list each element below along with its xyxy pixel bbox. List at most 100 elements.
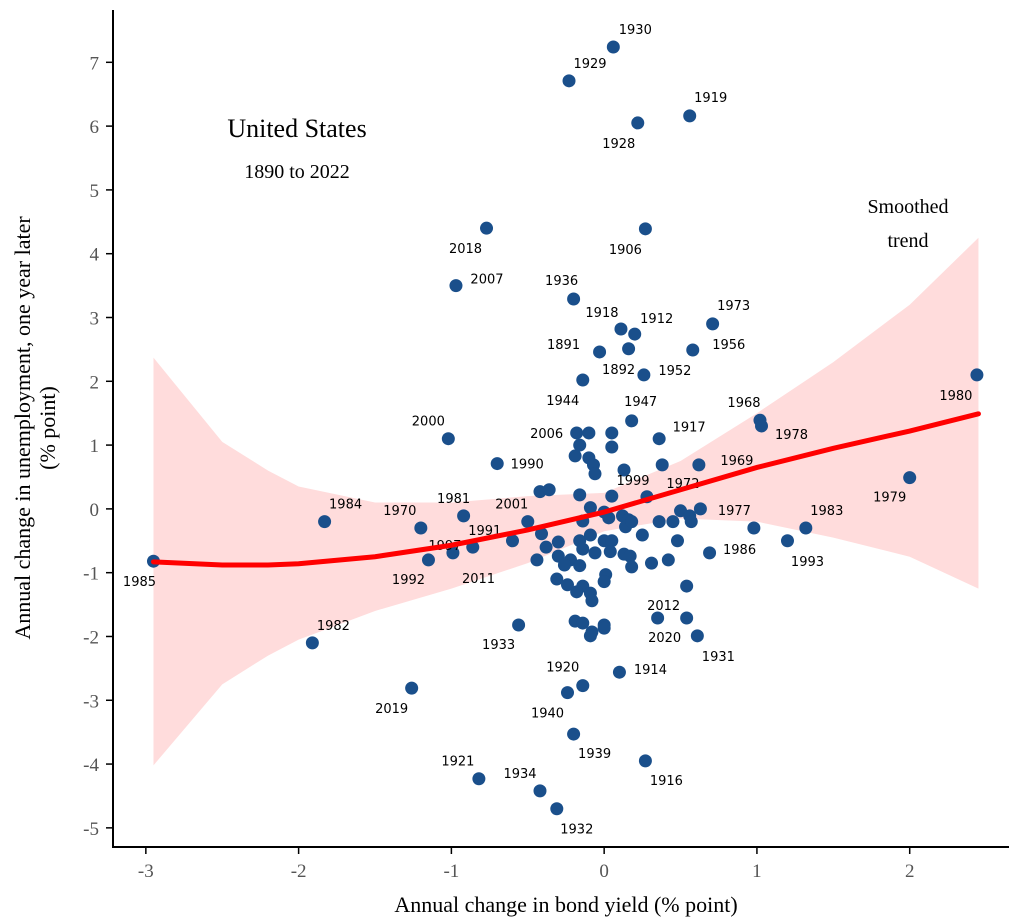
- point: [530, 553, 544, 567]
- point: [576, 373, 590, 387]
- point-label: 1919: [694, 91, 727, 106]
- point-label: 1990: [511, 458, 544, 473]
- annotation: trend: [887, 230, 928, 252]
- point: [638, 222, 652, 236]
- point: [560, 686, 574, 700]
- point: [799, 521, 813, 535]
- point-label: 2012: [647, 599, 680, 614]
- point-label: 1985: [123, 575, 156, 590]
- point: [573, 438, 587, 452]
- point: [655, 458, 669, 472]
- point-label: 2011: [462, 572, 495, 587]
- point: [666, 515, 680, 529]
- point: [625, 560, 639, 574]
- point-label: 1999: [616, 474, 649, 489]
- point-label: 2019: [375, 702, 408, 717]
- point: [597, 621, 611, 635]
- y-tick-label: -4: [83, 755, 99, 776]
- point: [560, 578, 574, 592]
- point: [612, 665, 626, 679]
- x-tick-label: 0: [599, 861, 609, 882]
- point-label: 1917: [673, 421, 706, 436]
- point-label: 1977: [718, 504, 751, 519]
- point: [755, 419, 769, 433]
- point: [539, 540, 553, 554]
- point: [535, 527, 549, 541]
- point: [593, 345, 607, 359]
- point: [606, 40, 620, 54]
- y-tick-label: 4: [90, 245, 100, 266]
- y-tick-label: 5: [90, 181, 100, 202]
- point: [562, 74, 576, 88]
- y-tick-label: 3: [90, 308, 100, 329]
- point: [512, 618, 526, 632]
- point-label: 1891: [547, 338, 580, 353]
- point: [623, 549, 637, 563]
- point-label: 1918: [585, 306, 618, 321]
- point: [614, 322, 628, 336]
- point: [551, 535, 565, 549]
- point-label: 1973: [717, 299, 750, 314]
- point-label: 2000: [412, 415, 445, 430]
- point: [570, 426, 584, 440]
- point: [550, 572, 564, 586]
- point: [747, 521, 761, 535]
- point: [505, 534, 519, 548]
- point: [480, 221, 494, 235]
- x-tick-label: -1: [443, 861, 459, 882]
- point: [605, 426, 619, 440]
- x-tick-label: 2: [905, 861, 915, 882]
- point: [692, 458, 706, 472]
- y-axis-title: Annual change in unemployment, one year …: [10, 216, 60, 640]
- y-tick-label: -3: [83, 691, 99, 712]
- point: [570, 585, 584, 599]
- point-label: 1921: [441, 755, 474, 770]
- point: [605, 440, 619, 454]
- point: [318, 515, 332, 529]
- point: [457, 509, 471, 523]
- point: [414, 521, 428, 535]
- point-label: 1929: [573, 57, 606, 72]
- point: [472, 772, 486, 786]
- point: [567, 727, 581, 741]
- point: [617, 463, 631, 477]
- point: [625, 515, 639, 529]
- y-tick-label: 1: [90, 436, 100, 457]
- point: [638, 754, 652, 768]
- point: [683, 109, 697, 123]
- point: [651, 611, 665, 625]
- x-tick-label: 1: [752, 861, 762, 882]
- point: [550, 802, 564, 816]
- point: [628, 327, 642, 341]
- point: [597, 575, 611, 589]
- point: [573, 559, 587, 573]
- point: [635, 528, 649, 542]
- point: [583, 528, 597, 542]
- point: [652, 515, 666, 529]
- point: [622, 342, 636, 356]
- point: [780, 534, 794, 548]
- point-label: 2007: [470, 273, 503, 288]
- point: [637, 368, 651, 382]
- point: [521, 515, 535, 529]
- point: [446, 546, 460, 560]
- point: [903, 471, 917, 485]
- point: [568, 449, 582, 463]
- point: [583, 501, 597, 515]
- point: [625, 414, 639, 428]
- point: [533, 784, 547, 798]
- point: [684, 515, 698, 529]
- point: [441, 432, 455, 446]
- y-axis-title-line: (% point): [35, 386, 60, 470]
- point-label: 1928: [602, 137, 635, 152]
- point-label: 1912: [640, 312, 673, 327]
- point-label: 1978: [775, 428, 808, 443]
- point: [686, 343, 700, 357]
- point: [603, 545, 617, 559]
- point: [576, 679, 590, 693]
- y-axis-title-line: Annual change in unemployment, one year …: [10, 216, 35, 640]
- annotation: Smoothed: [867, 196, 948, 218]
- point: [490, 457, 504, 471]
- point: [573, 488, 587, 502]
